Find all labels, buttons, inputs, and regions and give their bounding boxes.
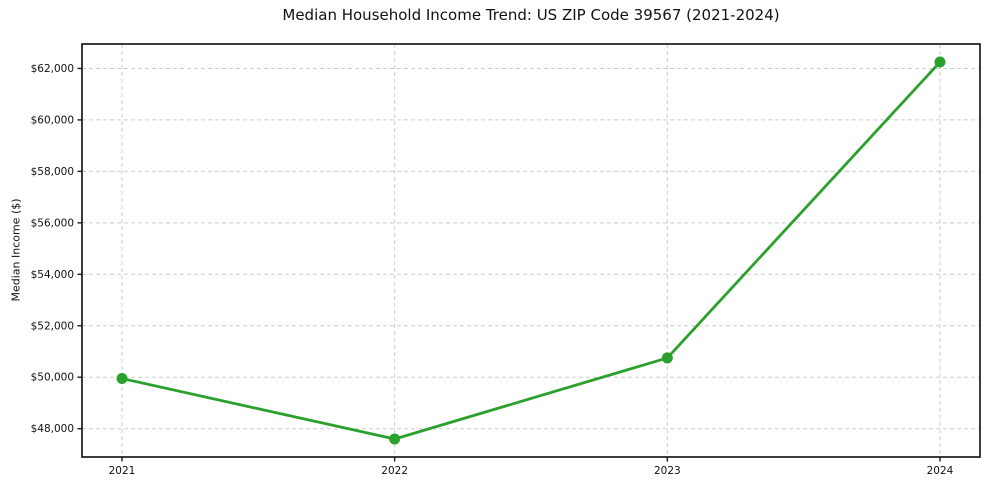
- y-tick-label: $52,000: [31, 320, 74, 332]
- data-point: [661, 352, 673, 364]
- chart-title: Median Household Income Trend: US ZIP Co…: [282, 6, 780, 24]
- y-tick-label: $48,000: [31, 423, 74, 435]
- data-point: [389, 433, 401, 445]
- x-tick-label: 2022: [381, 465, 408, 477]
- x-tick-label: 2021: [109, 465, 136, 477]
- y-tick-label: $60,000: [31, 114, 74, 126]
- y-tick-label: $62,000: [31, 63, 74, 75]
- y-tick-label: $50,000: [31, 372, 74, 384]
- data-point: [116, 373, 128, 385]
- data-point: [934, 56, 946, 68]
- x-tick-label: 2023: [654, 465, 681, 477]
- y-tick-label: $58,000: [31, 166, 74, 178]
- y-tick-label: $54,000: [31, 269, 74, 281]
- y-tick-label: $56,000: [31, 217, 74, 229]
- trend-line: [120, 60, 942, 441]
- plot-border: [81, 43, 981, 458]
- x-tick-label: 2024: [927, 465, 954, 477]
